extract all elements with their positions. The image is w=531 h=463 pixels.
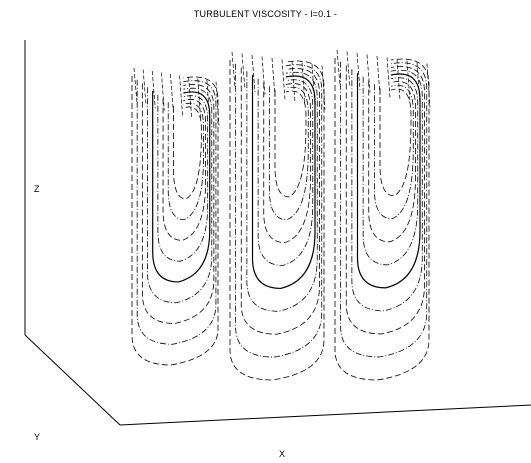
contour-line bbox=[268, 86, 309, 221]
contour-hatch bbox=[241, 53, 246, 90]
contour-line bbox=[152, 91, 211, 283]
contour-hatch bbox=[215, 81, 220, 126]
contour-hatch bbox=[251, 54, 256, 93]
contour-hatch bbox=[311, 63, 316, 108]
contour-line bbox=[246, 71, 318, 312]
contour-hatch bbox=[206, 79, 211, 124]
contour-hatch bbox=[170, 73, 174, 114]
contour-hatch bbox=[160, 72, 165, 111]
contour-hatch bbox=[179, 75, 183, 116]
contour-line bbox=[131, 76, 219, 366]
x-axis-line bbox=[119, 404, 531, 426]
contour-hatch bbox=[321, 65, 326, 110]
contour-hatch bbox=[366, 54, 371, 93]
contour-hatch bbox=[301, 62, 306, 105]
contour-hatch bbox=[281, 59, 286, 100]
contour-line bbox=[274, 90, 307, 198]
contour-line bbox=[362, 76, 419, 266]
contour-hatch bbox=[271, 57, 276, 98]
contour-hatch bbox=[396, 58, 401, 101]
contour-cell-1 bbox=[131, 67, 220, 366]
contour-hatch bbox=[376, 55, 381, 96]
plot-title: TURBULENT VISCOSITY - l=0.1 - bbox=[193, 9, 338, 19]
contour-line bbox=[147, 87, 213, 304]
contour-line bbox=[251, 75, 316, 290]
contour-hatch bbox=[426, 63, 431, 108]
contour-hatch bbox=[291, 60, 296, 103]
contour-line bbox=[157, 94, 209, 262]
contour-line bbox=[379, 88, 412, 197]
contour-cells bbox=[131, 49, 431, 381]
contour-hatch bbox=[416, 61, 421, 106]
contour-hatch bbox=[356, 52, 361, 91]
contour-hatch bbox=[406, 60, 411, 103]
y-axis-line bbox=[24, 334, 121, 426]
contour-hatch bbox=[188, 76, 193, 119]
contour-hatch bbox=[133, 67, 138, 104]
contour-hatch bbox=[231, 51, 236, 88]
contour-line bbox=[240, 67, 320, 335]
z-axis-label: Z bbox=[34, 184, 40, 194]
contour-hatch bbox=[142, 69, 147, 106]
contour-line bbox=[167, 102, 204, 221]
contour-line bbox=[345, 65, 425, 335]
contour-line bbox=[263, 82, 311, 244]
contour-hatch bbox=[197, 78, 202, 121]
axes-frame bbox=[24, 40, 531, 426]
contour-line bbox=[334, 58, 430, 381]
contour-line bbox=[356, 73, 421, 289]
x-axis-label: X bbox=[279, 449, 286, 459]
contour-line bbox=[235, 63, 323, 358]
contour-line bbox=[257, 78, 314, 266]
contour-hatch bbox=[261, 56, 266, 95]
contour-hatch bbox=[346, 51, 351, 88]
contour-line bbox=[340, 61, 428, 358]
contour-line bbox=[173, 106, 202, 200]
contour-hatch bbox=[336, 49, 341, 86]
contour-hatch bbox=[386, 57, 391, 98]
contour-line bbox=[229, 60, 325, 381]
contour-line bbox=[368, 80, 416, 243]
y-axis-label: Y bbox=[34, 432, 41, 442]
contour-hatch bbox=[151, 70, 156, 109]
contour-cell-3 bbox=[334, 49, 431, 381]
contour-cell-2 bbox=[229, 51, 326, 381]
contour-line bbox=[351, 69, 423, 312]
contour-line bbox=[136, 79, 217, 345]
